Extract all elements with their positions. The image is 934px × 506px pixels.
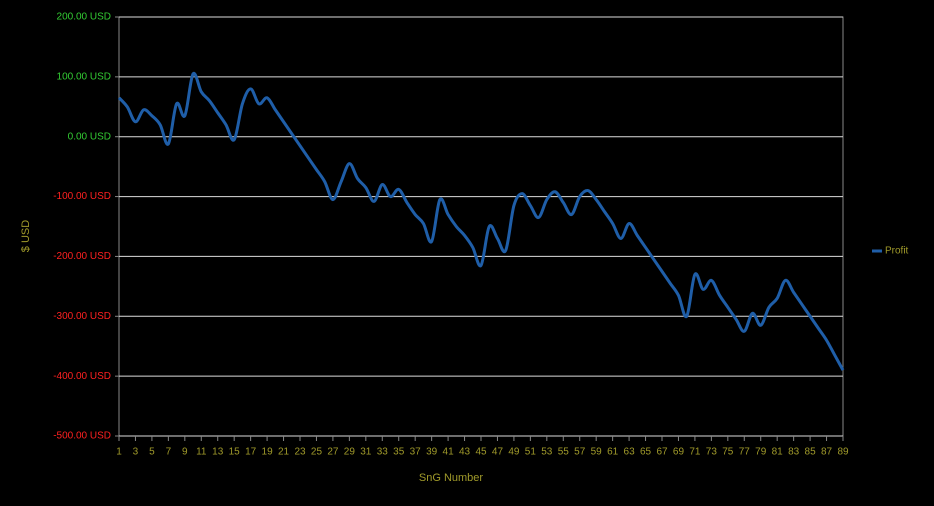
x-tick-label: 57: [574, 447, 586, 458]
y-tick-label: 100.00 USD: [57, 71, 111, 82]
x-tick-label: 9: [182, 447, 188, 458]
y-tick-label: -400.00 USD: [53, 371, 111, 382]
y-tick-label: -500.00 USD: [53, 431, 111, 442]
x-tick-label: 49: [508, 447, 520, 458]
x-tick-label: 43: [459, 447, 471, 458]
y-tick-label: -200.00 USD: [53, 251, 111, 262]
x-tick-label: 51: [525, 447, 537, 458]
data-line: [117, 71, 845, 371]
x-tick-label: 5: [149, 447, 155, 458]
y-tick-label: 200.00 USD: [57, 12, 111, 23]
x-tick-label: 37: [410, 447, 422, 458]
x-tick-label: 21: [278, 447, 290, 458]
x-tick-label: 55: [558, 447, 570, 458]
x-tick-label: 85: [805, 447, 817, 458]
x-tick-label: 61: [607, 447, 619, 458]
x-tick-label: 17: [245, 447, 257, 458]
x-tick-label: 79: [755, 447, 767, 458]
x-tick-label: 31: [360, 447, 372, 458]
legend-label: Profit: [885, 246, 909, 257]
x-tick-label: 1: [116, 447, 122, 458]
x-tick-label: 89: [837, 447, 849, 458]
x-tick-label: 19: [262, 447, 274, 458]
x-tick-label: 47: [492, 447, 504, 458]
x-tick-label: 65: [640, 447, 652, 458]
y-tick-label: 0.00 USD: [68, 131, 111, 142]
x-tick-label: 81: [772, 447, 784, 458]
y-tick-label: -100.00 USD: [53, 191, 111, 202]
plot-area: [118, 16, 844, 437]
x-tick-label: 29: [344, 447, 356, 458]
x-tick-label: 87: [821, 447, 833, 458]
x-tick-label: 83: [788, 447, 800, 458]
x-tick-label: 77: [739, 447, 751, 458]
x-tick-label: 73: [706, 447, 718, 458]
x-tick-label: 3: [133, 447, 139, 458]
x-tick-label: 33: [377, 447, 389, 458]
x-tick-label: 27: [327, 447, 339, 458]
x-tick-label: 75: [722, 447, 734, 458]
x-tick-label: 13: [212, 447, 224, 458]
x-tick-label: 23: [294, 447, 306, 458]
x-tick-label: 39: [426, 447, 438, 458]
x-tick-label: 53: [541, 447, 553, 458]
x-tick-label: 35: [393, 447, 405, 458]
y-axis-title: $ USD: [20, 220, 32, 252]
x-tick-label: 69: [673, 447, 685, 458]
x-tick-label: 71: [689, 447, 701, 458]
x-tick-label: 25: [311, 447, 323, 458]
x-tick-label: 15: [229, 447, 241, 458]
x-axis-title: SnG Number: [419, 472, 484, 484]
x-tick-label: 63: [624, 447, 636, 458]
x-tick-label: 59: [591, 447, 603, 458]
x-tick-label: 11: [196, 447, 207, 458]
y-tick-label: -300.00 USD: [53, 311, 111, 322]
x-tick-label: 41: [443, 447, 455, 458]
x-tick-label: 67: [656, 447, 668, 458]
x-tick-label: 45: [475, 447, 487, 458]
x-tick-label: 7: [166, 447, 172, 458]
